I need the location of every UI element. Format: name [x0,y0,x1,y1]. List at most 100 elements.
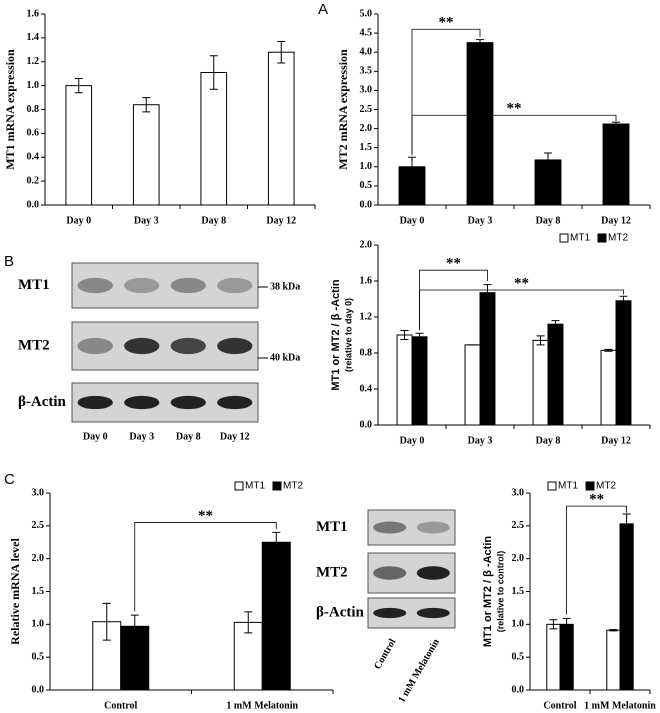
bar [602,123,630,206]
x-tick-label: Day 12 [601,215,631,226]
x-tick-label: Day 8 [201,215,226,226]
y-tick-label: 1.5 [360,142,373,153]
blot-band [170,277,206,294]
error-bar [74,77,83,94]
blot-band [416,566,450,580]
y-axis-label: (relative to control) [495,551,505,633]
bar [132,104,160,206]
error-bar [483,284,492,302]
error-bar [277,40,286,64]
x-tick-label: Control [104,700,137,711]
bar [534,159,562,206]
bar [261,541,291,691]
legend-label: MT2 [608,233,628,244]
blot-row-label: MT1 [316,519,348,535]
error-bar [604,348,613,352]
bar [267,51,295,206]
legend-label: MT2 [596,481,616,492]
y-tick-label: 3.0 [512,487,525,498]
error-bar [612,121,620,127]
legend-swatch [559,233,569,243]
y-tick-label: 1.0 [512,619,525,630]
x-tick-label: Control [543,700,576,711]
significance-label: ** [446,256,461,272]
error-bar [562,617,571,631]
y-tick-label: 1.5 [512,586,525,597]
significance-label: ** [589,492,604,508]
significance-label: ** [198,508,213,524]
blot-band [373,607,407,619]
y-tick-label: 2.5 [360,104,373,115]
legend-swatch [585,481,595,491]
y-tick-label: 2.0 [360,123,373,134]
blot-band [77,395,113,410]
y-tick-label: 1.0 [360,161,373,172]
bar [200,71,228,206]
significance-bracket [419,269,488,328]
y-tick-label: 1.2 [360,311,373,322]
x-tick-label: 1 mM Melatonin [226,700,298,711]
blot-band [170,395,206,410]
blot-band [124,395,160,410]
blot-band [170,337,206,355]
marker-label: 40 kDa [270,352,300,363]
lane-label: Day 8 [176,431,201,442]
y-tick-label: 0.4 [360,383,373,394]
legend-label: MT2 [283,481,303,492]
blot-band [416,607,450,619]
y-tick-label: 0.5 [32,651,45,662]
blot-row-label: MT1 [18,277,50,293]
x-tick-label: Day 12 [266,215,296,226]
lane-label: Day 0 [83,431,108,442]
x-tick-label: Day 8 [536,215,561,226]
error-bar [408,156,416,177]
bar [619,523,634,691]
legend-swatch [272,481,282,491]
significance-bracket [411,28,481,154]
error-bar [400,330,409,340]
significance-bracket [134,522,277,612]
lane-label: Day 3 [129,431,154,442]
lane-label: 1 mM Melatonin [396,637,442,705]
panel-label: C [4,471,15,488]
bar [411,336,428,426]
y-tick-label: 0.5 [512,651,525,662]
x-tick-label: Day 3 [468,215,493,226]
y-tick-label: 0.5 [360,180,373,191]
error-bar [130,614,139,638]
blot-band [217,337,253,355]
blot-row-label: β-Actin [316,604,365,620]
bar [65,85,93,206]
y-axis-label: Relative mRNA level [8,538,22,645]
significance-label: ** [439,15,454,31]
blot-band [416,521,450,534]
blot-row-label: β-Actin [18,394,67,410]
y-tick-label: 0.2 [27,175,40,186]
bar [479,292,496,426]
error-bar [551,320,560,329]
x-tick-label: Day 0 [66,215,91,226]
x-tick-label: 1 mM Melatonin [584,700,656,711]
y-tick-label: 2.0 [512,553,525,564]
y-axis-label: MT1 or MT2 / β -Actin [482,536,494,647]
y-tick-label: 3.0 [32,487,45,498]
y-axis-label: (relative to day 0) [343,298,353,372]
y-tick-label: 0.0 [360,419,373,430]
lane-label: Control [372,637,398,671]
blot-band [77,337,113,355]
y-tick-label: 2.5 [32,520,45,531]
panel-label: B [4,253,14,270]
bar [600,349,617,426]
bar [606,629,621,691]
y-tick-label: 4.5 [360,27,373,38]
y-axis-label: MT1 mRNA expression [3,49,17,170]
legend-swatch [597,233,607,243]
y-tick-label: 2.5 [512,520,525,531]
blot-band [77,277,113,294]
error-bar [209,55,218,90]
bar [466,42,494,206]
error-bar [272,531,281,553]
error-bar [609,629,618,632]
significance-bracket [411,114,617,156]
